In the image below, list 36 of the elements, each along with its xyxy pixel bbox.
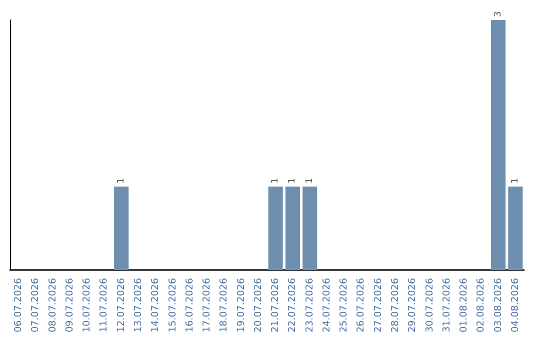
x-tick-label: 03.08.2026 (492, 278, 504, 332)
x-tick-label: 21.07.2026 (270, 278, 282, 332)
data-label: 1 (116, 178, 126, 184)
x-tick-label: 17.07.2026 (202, 278, 213, 332)
data-label: 3 (493, 11, 504, 17)
data-label: 1 (288, 178, 298, 184)
x-tick-label: 01.08.2026 (458, 278, 470, 332)
x-tick-label: 30.07.2026 (424, 278, 436, 332)
x-tick-label: 06.07.2026 (13, 278, 24, 332)
data-label: 1 (270, 178, 281, 184)
x-tick-label: 16.07.2026 (184, 278, 196, 332)
x-tick-label: 02.08.2026 (476, 278, 487, 332)
x-tick-label: 04.08.2026 (510, 278, 521, 332)
data-label: 1 (304, 178, 315, 184)
x-tick-label: 20.07.2026 (252, 278, 264, 332)
x-tick-label: 14.07.2026 (150, 278, 162, 332)
x-tick-label: 09.07.2026 (64, 278, 76, 332)
x-tick-label: 15.07.2026 (167, 278, 178, 332)
x-tick-label: 10.07.2026 (82, 278, 93, 332)
x-tick-label: 13.07.2026 (133, 278, 144, 332)
x-tick-label: 25.07.2026 (338, 278, 350, 332)
x-tick-label: 11.07.2026 (98, 278, 110, 332)
x-tick-label: 26.07.2026 (356, 278, 367, 332)
x-tick-label: 18.07.2026 (218, 278, 230, 332)
x-tick-label: 27.07.2026 (372, 278, 384, 332)
x-tick-label: 22.07.2026 (287, 278, 298, 332)
x-tick-label: 19.07.2026 (236, 278, 247, 332)
x-tick-label: 08.07.2026 (47, 278, 58, 332)
x-tick-label: 07.07.2026 (30, 278, 42, 332)
x-tick-label: 31.07.2026 (441, 278, 452, 332)
x-tick-label: 24.07.2026 (321, 278, 332, 332)
x-tick-label: 23.07.2026 (304, 278, 316, 332)
x-tick-label: 28.07.2026 (390, 278, 401, 332)
x-tick-label: 12.07.2026 (116, 278, 127, 332)
data-label: 1 (510, 178, 520, 184)
x-tick-label: 29.07.2026 (407, 278, 418, 332)
